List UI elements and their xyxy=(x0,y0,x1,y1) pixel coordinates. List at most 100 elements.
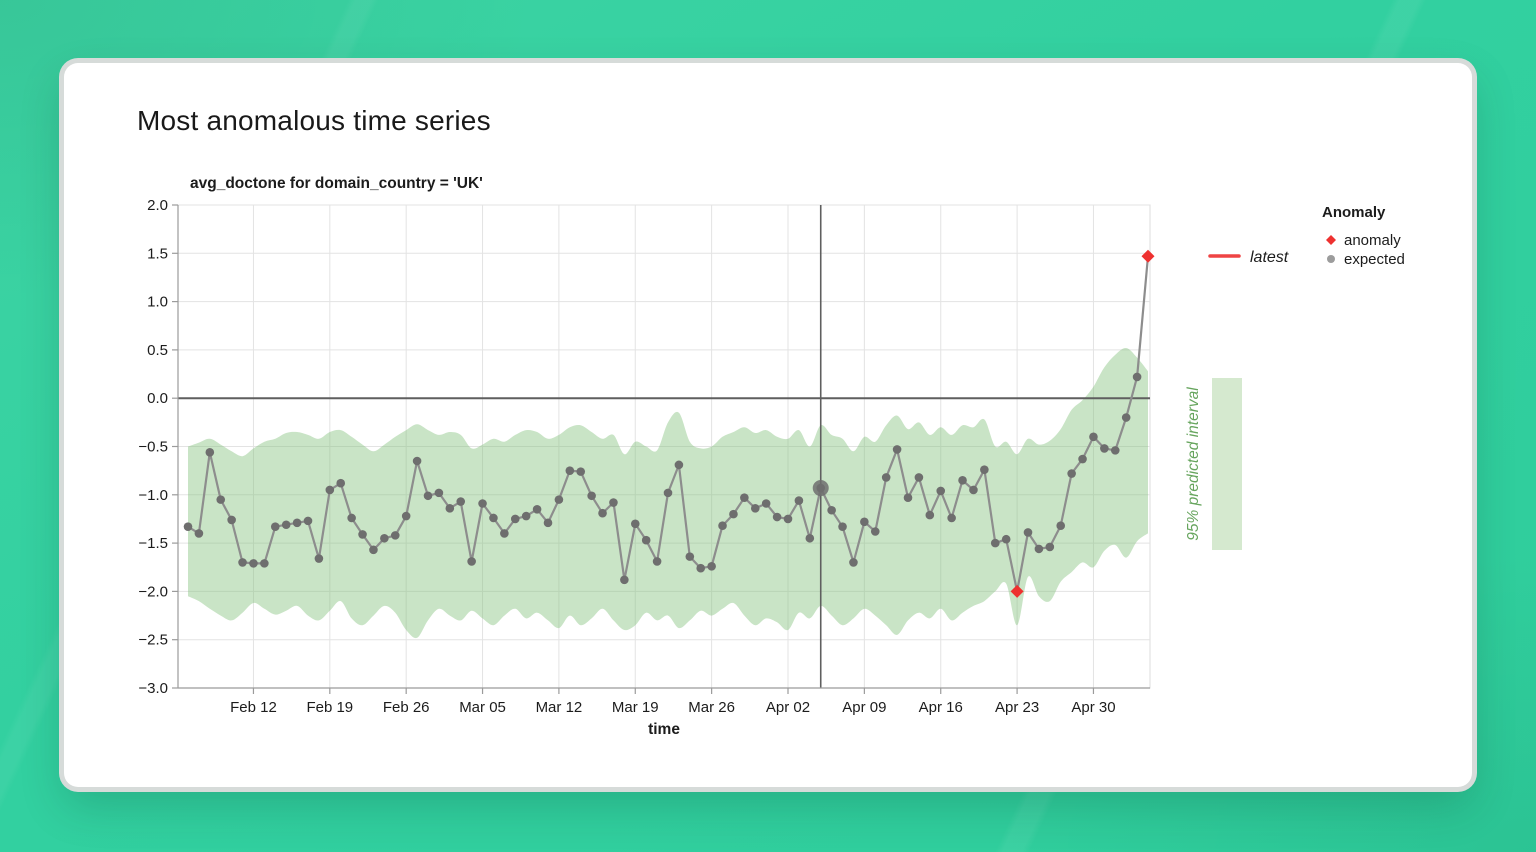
expected-point[interactable] xyxy=(805,533,815,543)
expected-point[interactable] xyxy=(489,513,498,523)
expected-point[interactable] xyxy=(947,513,956,523)
expected-point[interactable] xyxy=(434,488,444,498)
expected-point[interactable] xyxy=(1001,534,1011,544)
expected-point[interactable] xyxy=(685,552,695,561)
expected-point[interactable] xyxy=(750,504,760,513)
expected-point[interactable] xyxy=(1089,432,1098,442)
anomaly-point[interactable] xyxy=(1141,249,1155,263)
expected-point[interactable] xyxy=(292,518,302,528)
expected-point[interactable] xyxy=(794,496,804,505)
expected-point[interactable] xyxy=(718,521,727,531)
expected-point[interactable] xyxy=(1132,372,1142,382)
expected-point[interactable] xyxy=(761,499,771,508)
expected-point[interactable] xyxy=(1067,469,1076,478)
legend-anomaly-marker[interactable] xyxy=(1326,235,1336,245)
expected-point[interactable] xyxy=(827,505,836,515)
expected-point[interactable] xyxy=(1034,544,1044,554)
expected-point[interactable] xyxy=(641,535,651,545)
band-legend-swatch xyxy=(1212,378,1242,550)
expected-point[interactable] xyxy=(423,491,433,501)
expected-point[interactable] xyxy=(576,467,586,476)
expected-point[interactable] xyxy=(1045,542,1055,552)
expected-point[interactable] xyxy=(849,558,858,567)
expected-point[interactable] xyxy=(740,493,749,502)
expected-point[interactable] xyxy=(816,483,826,493)
expected-point[interactable] xyxy=(401,511,411,521)
expected-point[interactable] xyxy=(707,561,716,571)
expected-point[interactable] xyxy=(260,559,269,568)
expected-point[interactable] xyxy=(314,554,324,563)
expected-point[interactable] xyxy=(478,499,487,508)
expected-point[interactable] xyxy=(925,510,935,520)
expected-point[interactable] xyxy=(630,519,640,529)
expected-point[interactable] xyxy=(914,473,924,482)
expected-point[interactable] xyxy=(532,504,542,514)
expected-point[interactable] xyxy=(1100,444,1109,453)
expected-point[interactable] xyxy=(663,488,673,498)
expected-point[interactable] xyxy=(609,498,618,507)
expected-point[interactable] xyxy=(652,557,662,566)
expected-point[interactable] xyxy=(227,515,236,525)
expected-point[interactable] xyxy=(838,522,847,531)
expected-point[interactable] xyxy=(445,504,455,513)
expected-point[interactable] xyxy=(729,509,738,519)
legend-expected-marker[interactable] xyxy=(1327,255,1335,263)
expected-point[interactable] xyxy=(881,473,891,482)
expected-point[interactable] xyxy=(969,485,978,495)
anomaly-point[interactable] xyxy=(1010,584,1024,598)
expected-point[interactable] xyxy=(587,491,596,501)
expected-point[interactable] xyxy=(783,514,793,524)
time-series-chart[interactable]: 2.0 1.5 1.0 0.5 0.0 −0.5 −1.0 −1.5 −2.0 −2.5 −3.0 F… xyxy=(120,160,1472,780)
expected-point[interactable] xyxy=(500,529,509,538)
expected-point[interactable] xyxy=(696,563,706,573)
expected-point[interactable] xyxy=(303,516,313,526)
x-tick-label: Apr 02 xyxy=(766,699,810,716)
expected-point[interactable] xyxy=(456,497,466,506)
expected-point[interactable] xyxy=(183,522,193,531)
expected-point[interactable] xyxy=(892,445,902,454)
expected-point[interactable] xyxy=(1121,413,1131,422)
expected-point[interactable] xyxy=(980,465,989,474)
expected-point[interactable] xyxy=(325,485,335,495)
expected-point[interactable] xyxy=(412,456,422,466)
expected-point[interactable] xyxy=(860,517,869,527)
expected-point[interactable] xyxy=(205,447,215,457)
expected-point[interactable] xyxy=(543,518,553,528)
expected-point[interactable] xyxy=(565,466,575,475)
expected-point[interactable] xyxy=(1056,521,1066,531)
expected-point[interactable] xyxy=(1023,528,1033,537)
expected-point[interactable] xyxy=(358,530,367,539)
expected-point[interactable] xyxy=(870,527,880,536)
expected-point[interactable] xyxy=(772,512,782,522)
expected-point[interactable] xyxy=(903,493,913,502)
expected-point[interactable] xyxy=(249,559,258,568)
chart-subtitle: avg_doctone for domain_country = 'UK' xyxy=(190,175,483,192)
expected-point[interactable] xyxy=(238,558,247,567)
page-title: Most anomalous time series xyxy=(137,105,491,136)
expected-point[interactable] xyxy=(336,478,346,488)
expected-point[interactable] xyxy=(347,513,356,523)
expected-point[interactable] xyxy=(674,460,684,470)
expected-point[interactable] xyxy=(467,557,476,566)
expected-point[interactable] xyxy=(1078,454,1087,464)
dashboard-card: Most anomalous time series 2.0 1.5 1.0 0.5 0… xyxy=(64,63,1472,787)
expected-point[interactable] xyxy=(194,529,204,538)
expected-point[interactable] xyxy=(369,545,378,555)
expected-point[interactable] xyxy=(958,476,967,485)
expected-point[interactable] xyxy=(521,511,531,521)
expected-point[interactable] xyxy=(281,520,291,530)
expected-point[interactable] xyxy=(380,533,389,543)
expected-point[interactable] xyxy=(390,531,400,540)
x-tick-label: Feb 26 xyxy=(383,699,430,716)
expected-point[interactable] xyxy=(554,495,564,504)
expected-point[interactable] xyxy=(990,538,1000,548)
expected-point[interactable] xyxy=(936,486,946,496)
x-tick-label: Apr 23 xyxy=(995,699,1039,716)
expected-point[interactable] xyxy=(270,522,280,531)
expected-point[interactable] xyxy=(510,514,520,524)
expected-point[interactable] xyxy=(216,495,226,504)
expected-point[interactable] xyxy=(1110,446,1120,455)
expected-point[interactable] xyxy=(620,575,629,585)
expected-point[interactable] xyxy=(598,508,607,518)
